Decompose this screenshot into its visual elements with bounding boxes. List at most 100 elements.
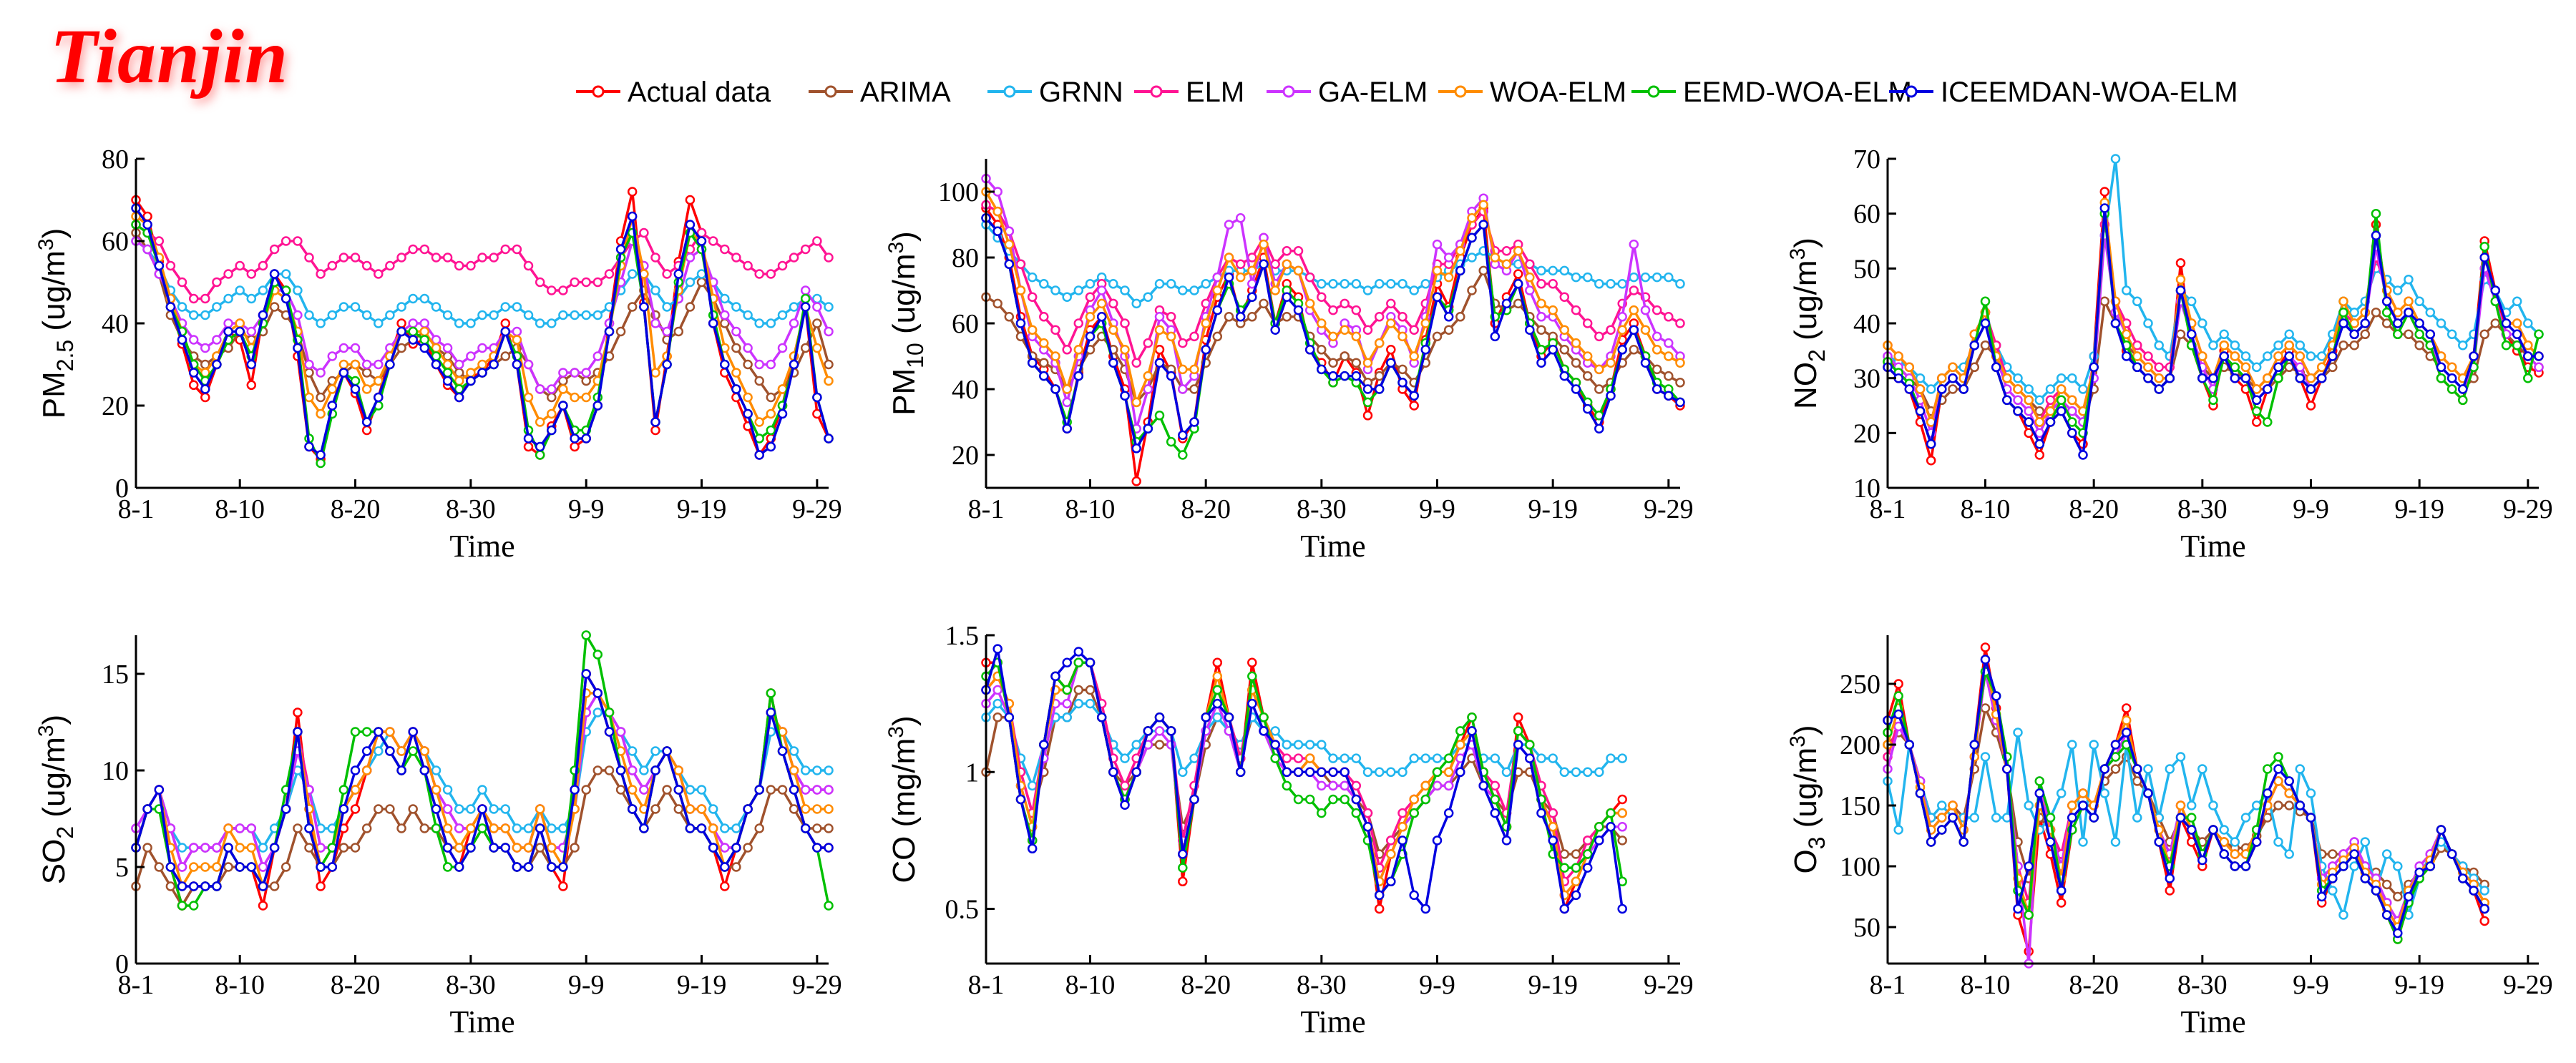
data-point-pm25-iceemdan-woa-elm [824,433,834,444]
data-point-pm25-actual-data [523,441,534,452]
data-point-pm25-iceemdan-woa-elm [547,425,557,436]
data-point-so2-iceemdan-woa-elm [235,862,245,872]
x-tick-label-no2: 8-10 [1961,494,2011,524]
y-axis-label-space [36,331,72,340]
data-point-co-grnn [1293,740,1304,750]
data-point-no2-woa-elm [2143,362,2153,373]
data-point-co-grnn [1571,767,1581,778]
data-point-pm25-elm [547,285,557,295]
data-point-so2-iceemdan-woa-elm [419,765,430,775]
series-line-co-eemd-woa-elm [985,661,1624,897]
data-point-pm25-elm [338,253,349,263]
data-point-no2-woa-elm [2349,318,2359,328]
y-axis-label-sub: 2.5 [52,340,78,371]
data-point-o3-grnn [2013,728,2023,738]
data-point-so2-iceemdan-woa-elm [374,727,384,737]
data-point-pm10-grnn [1640,272,1651,283]
data-point-pm10-iceemdan-woa-elm [1050,384,1060,394]
data-point-pm25-ga-elm [592,351,603,361]
data-point-pm10-iceemdan-woa-elm [1536,358,1546,368]
data-point-so2-iceemdan-woa-elm [142,804,152,814]
data-point-so2-iceemdan-woa-elm [408,727,418,737]
data-point-no2-woa-elm [2067,395,2077,406]
data-point-so2-woa-elm [500,823,511,833]
data-point-so2-iceemdan-woa-elm [523,862,534,872]
legend-label-eemd-woa-elm: EEMD-WOA-ELM [1683,77,1912,108]
data-point-co-grnn [1374,767,1385,778]
data-point-pm10-iceemdan-woa-elm [1282,292,1292,302]
series-line-co-iceemdan-woa-elm [985,647,1624,911]
data-point-o3-iceemdan-woa-elm [2446,849,2457,859]
data-point-pm25-ga-elm [558,368,568,378]
data-point-so2-grnn [708,804,718,814]
data-point-pm10-iceemdan-woa-elm [1420,345,1431,355]
data-point-so2-woa-elm [350,785,361,795]
data-point-pm25-grnn [570,310,580,320]
data-point-pm10-iceemdan-woa-elm [1201,345,1211,355]
data-point-so2-woa-elm [212,862,222,872]
data-point-pm25-arima [627,302,638,312]
data-point-pm25-eemd-woa-elm [535,450,545,460]
data-point-co-elm [1582,836,1593,846]
data-point-so2-iceemdan-woa-elm [293,727,303,737]
data-point-no2-grnn [2263,351,2273,361]
x-axis-label-so2: Time [449,1004,514,1039]
data-point-pm25-grnn [374,318,384,328]
data-point-so2-iceemdan-woa-elm [338,804,349,814]
data-point-co-eemd-woa-elm [1513,726,1523,736]
data-point-so2-woa-elm [673,765,684,775]
data-point-no2-woa-elm [2132,351,2142,361]
data-point-co-arima [992,712,1002,722]
data-point-co-grnn [1062,712,1072,722]
data-point-pm25-elm [246,269,257,279]
data-point-o3-eemd-woa-elm [2263,764,2273,774]
data-point-co-ga-elm [1154,726,1165,736]
data-point-pm25-elm [789,253,799,263]
data-point-pm25-grnn [280,269,291,279]
data-point-pm10-iceemdan-woa-elm [1455,265,1465,276]
legend-item-eemd-woa-elm: EEMD-WOA-ELM [1631,77,1912,108]
data-point-pm25-elm [419,244,430,255]
data-point-pm25-grnn [466,318,476,328]
data-point-co-iceemdan-woa-elm [1304,767,1315,778]
data-point-pm25-grnn [824,302,834,312]
data-point-pm25-iceemdan-woa-elm [454,392,464,403]
data-point-pm25-elm [188,293,199,304]
series-so2-iceemdan-woa-elm [131,669,834,891]
data-point-o3-arima [2328,849,2338,859]
data-point-so2-grnn [523,823,534,833]
data-point-co-iceemdan-woa-elm [1582,863,1593,873]
data-point-pm25-iceemdan-woa-elm [246,359,257,370]
data-point-pm25-iceemdan-woa-elm [743,408,753,419]
data-point-no2-grnn [2349,307,2359,318]
data-point-no2-iceemdan-woa-elm [2175,285,2186,295]
data-point-no2-arima [2381,318,2392,328]
y-axis-label-main: NO [1788,362,1823,409]
data-point-pm25-iceemdan-woa-elm [280,293,291,304]
data-point-no2-ga-elm [2013,395,2023,406]
data-point-pm25-ga-elm [581,368,591,378]
y-axis-label-unit-sup: 3 [1786,735,1810,748]
data-point-pm10-elm [1293,246,1304,256]
data-point-pm25-grnn [535,318,545,328]
data-point-co-grnn [1548,753,1558,763]
panel-pm10: 20 40 60 80 100 8-1 8-10 8-20 8-30 9-9 9-19 9-29 Tim… [884,159,1694,564]
data-point-so2-eemd-woa-elm [477,823,487,833]
data-point-o3-iceemdan-woa-elm [1926,837,1936,847]
data-point-so2-arima [154,862,165,872]
data-point-pm10-elm [1525,259,1535,269]
data-point-co-grnn [1536,753,1546,763]
data-point-co-grnn [1304,740,1315,750]
data-point-o3-iceemdan-woa-elm [2186,825,2197,835]
data-point-so2-woa-elm [235,843,245,853]
y-axis-label-unit-sup: 3 [34,725,58,737]
series-co-actual-data [981,657,1627,914]
data-point-no2-iceemdan-woa-elm [2067,428,2077,439]
data-point-no2-woa-elm [2197,351,2207,361]
data-point-so2-arima [604,765,615,775]
data-point-pm10-woa-elm [1606,358,1616,368]
data-point-pm25-elm [535,277,545,288]
data-point-no2-arima [2414,340,2424,351]
data-point-co-iceemdan-woa-elm [1340,767,1350,778]
data-point-pm10-iceemdan-woa-elm [1120,391,1130,401]
